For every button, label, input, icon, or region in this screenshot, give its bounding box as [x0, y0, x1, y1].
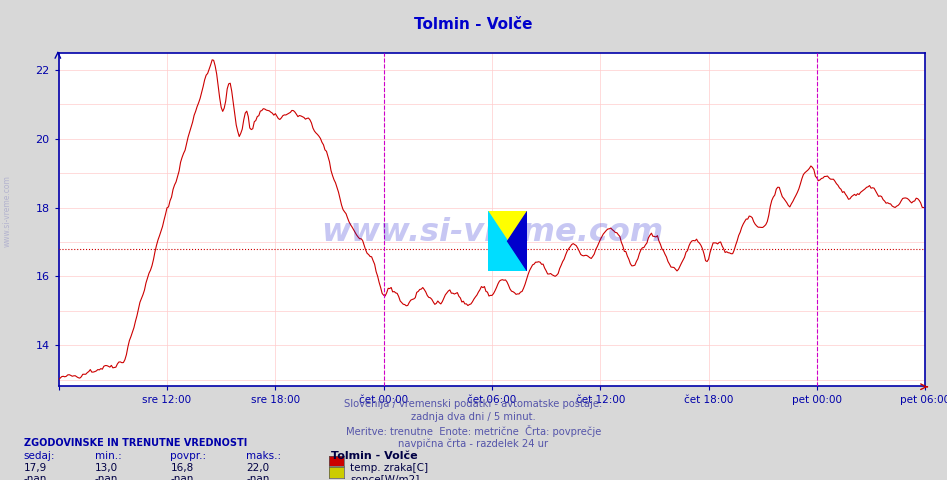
Polygon shape — [508, 211, 527, 271]
Polygon shape — [488, 211, 527, 271]
Text: 17,9: 17,9 — [24, 463, 47, 473]
Text: 16,8: 16,8 — [170, 463, 194, 473]
Text: -nan: -nan — [246, 474, 270, 480]
Text: Tolmin - Volče: Tolmin - Volče — [414, 17, 533, 32]
Text: -nan: -nan — [24, 474, 47, 480]
Text: Slovenija / vremenski podatki - avtomatske postaje.: Slovenija / vremenski podatki - avtomats… — [345, 399, 602, 409]
Text: ZGODOVINSKE IN TRENUTNE VREDNOSTI: ZGODOVINSKE IN TRENUTNE VREDNOSTI — [24, 438, 247, 448]
Text: sedaj:: sedaj: — [24, 451, 55, 461]
Text: Meritve: trenutne  Enote: metrične  Črta: povprečje: Meritve: trenutne Enote: metrične Črta: … — [346, 425, 601, 437]
Text: www.si-vreme.com: www.si-vreme.com — [321, 217, 663, 249]
Text: sonce[W/m2]: sonce[W/m2] — [350, 474, 420, 480]
Text: temp. zraka[C]: temp. zraka[C] — [350, 463, 428, 473]
Text: 13,0: 13,0 — [95, 463, 117, 473]
Text: www.si-vreme.com: www.si-vreme.com — [3, 175, 12, 247]
Text: Tolmin - Volče: Tolmin - Volče — [331, 451, 418, 461]
Text: -nan: -nan — [170, 474, 194, 480]
Text: navpična črta - razdelek 24 ur: navpična črta - razdelek 24 ur — [399, 438, 548, 449]
Text: 22,0: 22,0 — [246, 463, 269, 473]
Text: zadnja dva dni / 5 minut.: zadnja dva dni / 5 minut. — [411, 412, 536, 422]
Text: min.:: min.: — [95, 451, 121, 461]
Text: -nan: -nan — [95, 474, 118, 480]
Text: povpr.:: povpr.: — [170, 451, 206, 461]
Text: maks.:: maks.: — [246, 451, 281, 461]
